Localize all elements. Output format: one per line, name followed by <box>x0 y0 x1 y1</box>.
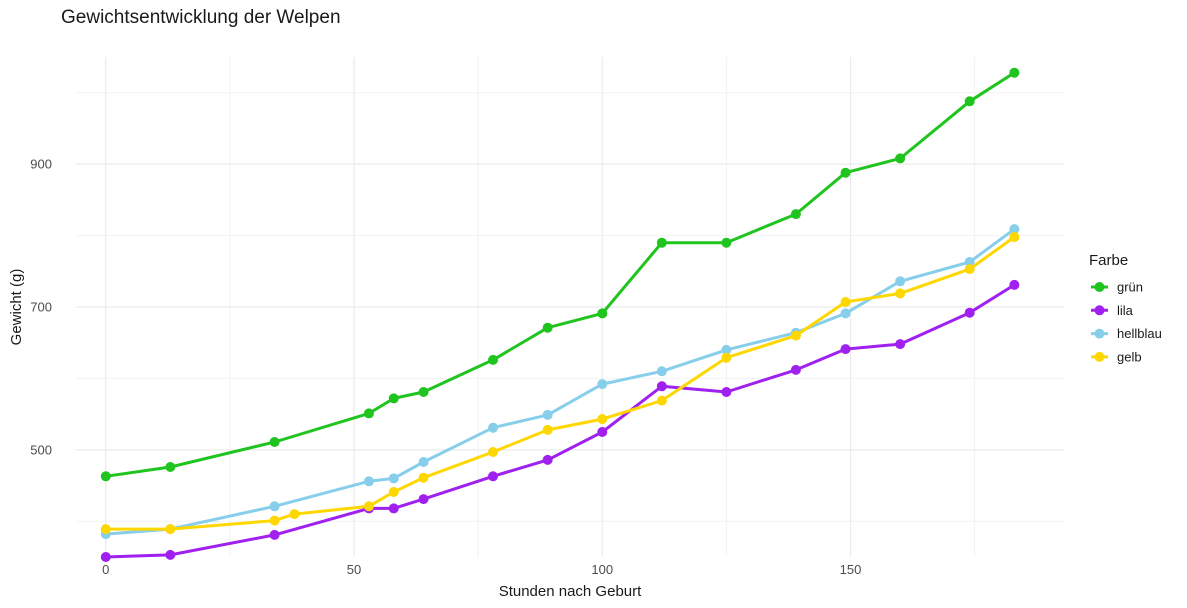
data-point-hellblau <box>656 366 667 377</box>
legend: Farbe grün lila hellblau gelb <box>1089 252 1162 364</box>
y-tick-label: 700 <box>30 300 52 315</box>
data-point-hellblau <box>964 257 975 267</box>
data-point-grün <box>363 408 374 419</box>
data-point-lila <box>840 344 851 355</box>
data-point-lila <box>790 364 801 375</box>
data-point-lila <box>721 387 732 397</box>
x-axis-title: Stunden nach Geburt <box>499 583 642 600</box>
series-line-hellblau <box>104 227 1016 536</box>
data-point-lila <box>488 471 499 482</box>
data-point-hellblau <box>363 476 374 487</box>
data-point-gelb <box>895 288 906 299</box>
series-gelb <box>100 232 1020 535</box>
data-point-lila <box>388 503 399 514</box>
data-point-grün <box>100 471 111 482</box>
data-point-hellblau <box>269 501 280 512</box>
data-point-gelb <box>656 395 667 406</box>
data-point-gelb <box>721 352 732 363</box>
data-point-lila <box>165 549 176 560</box>
x-tick-label: 100 <box>591 562 613 577</box>
series-line-gelb <box>104 235 1016 531</box>
legend-item-gelb: gelb <box>1091 349 1142 364</box>
data-point-gelb <box>597 414 608 425</box>
data-point-hellblau <box>388 473 399 484</box>
legend-key-point <box>1094 351 1105 362</box>
data-point-gelb <box>790 330 801 341</box>
data-point-gelb <box>165 524 176 535</box>
data-point-grün <box>165 462 176 472</box>
data-point-grün <box>790 209 801 220</box>
chart-title: Gewichtsentwicklung der Welpen <box>61 7 341 28</box>
data-point-gelb <box>388 487 399 497</box>
legend-item-lila: lila <box>1091 303 1134 318</box>
data-point-gelb <box>542 424 553 435</box>
data-point-gelb <box>363 501 374 512</box>
y-tick-label: 900 <box>30 157 52 172</box>
series-line-lila <box>104 283 1016 559</box>
data-point-hellblau <box>721 344 732 355</box>
data-point-grün <box>418 387 429 397</box>
data-point-grün <box>597 308 608 319</box>
y-axis-title: Gewicht (g) <box>8 269 25 346</box>
data-point-grün <box>488 354 499 365</box>
legend-label: lila <box>1117 303 1134 318</box>
data-point-hellblau <box>895 276 906 287</box>
legend-key-point <box>1094 282 1105 292</box>
data-point-gelb <box>289 509 300 520</box>
grid-lines <box>76 57 1064 557</box>
legend-item-grün: grün <box>1091 280 1143 295</box>
data-point-grün <box>542 322 553 333</box>
legend-key-point <box>1094 328 1105 339</box>
legend-item-hellblau: hellblau <box>1091 326 1162 341</box>
data-point-gelb <box>418 472 429 483</box>
data-point-gelb <box>1009 232 1020 242</box>
data-point-hellblau <box>597 379 608 390</box>
data-point-lila <box>269 529 280 540</box>
series-grün <box>100 67 1020 482</box>
data-point-grün <box>895 153 906 164</box>
legend-title: Farbe <box>1089 252 1128 269</box>
data-point-gelb <box>964 264 975 275</box>
data-point-lila <box>100 552 111 562</box>
data-point-grün <box>656 237 667 248</box>
x-tick-label: 0 <box>102 562 109 577</box>
x-tick-label: 50 <box>347 562 361 577</box>
data-point-lila <box>895 339 906 350</box>
data-point-hellblau <box>488 422 499 433</box>
axis-labels: 0 50 100 150 500 700 900 Stunden nach Geburt Gew… <box>8 157 861 600</box>
data-point-lila <box>597 427 608 437</box>
data-point-grün <box>964 96 975 107</box>
data-point-grün <box>721 237 732 248</box>
legend-label: grün <box>1117 280 1143 295</box>
data-point-gelb <box>100 524 111 535</box>
data-point-grün <box>1009 67 1020 78</box>
data-point-lila <box>964 307 975 318</box>
data-point-gelb <box>488 447 499 457</box>
data-point-hellblau <box>542 409 553 420</box>
data-point-gelb <box>269 515 280 526</box>
x-tick-label: 150 <box>840 562 862 577</box>
series-hellblau <box>100 224 1020 540</box>
data-point-lila <box>656 381 667 392</box>
legend-label: gelb <box>1117 349 1142 364</box>
data-point-lila <box>1009 279 1020 290</box>
data-point-hellblau <box>1009 224 1020 235</box>
data-point-lila <box>418 494 429 505</box>
data-point-gelb <box>840 297 851 307</box>
data-point-grün <box>388 393 399 404</box>
data-point-grün <box>269 437 280 447</box>
legend-label: hellblau <box>1117 326 1162 341</box>
series-line-grün <box>104 71 1016 478</box>
data-point-lila <box>542 454 553 465</box>
y-tick-label: 500 <box>30 442 52 457</box>
data-point-hellblau <box>418 457 429 467</box>
data-point-grün <box>840 167 851 178</box>
data-point-hellblau <box>840 308 851 319</box>
series-lila <box>100 279 1020 562</box>
legend-key-point <box>1094 305 1105 316</box>
series-layer <box>100 67 1020 562</box>
